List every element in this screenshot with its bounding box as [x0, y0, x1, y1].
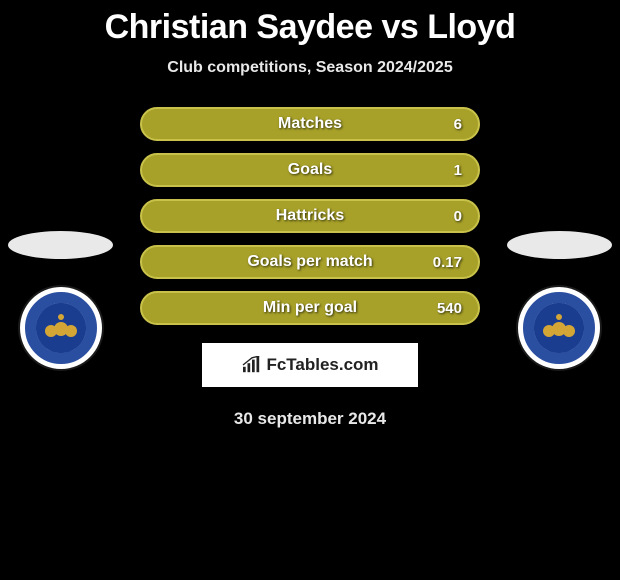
stat-value: 540	[437, 300, 462, 317]
stat-value: 0	[454, 208, 462, 225]
lions-icon	[534, 303, 584, 353]
stat-label: Min per goal	[263, 299, 357, 317]
logo-content: FcTables.com	[241, 355, 378, 375]
content-area: Matches 6 Goals 1 Hattricks 0 Goals per …	[0, 107, 620, 429]
stat-label: Goals	[288, 161, 332, 179]
stat-bar-goals: Goals 1	[140, 153, 480, 187]
stat-bar-goals-per-match: Goals per match 0.17	[140, 245, 480, 279]
bar-chart-icon	[241, 356, 263, 374]
stat-bars-container: Matches 6 Goals 1 Hattricks 0 Goals per …	[140, 107, 480, 325]
logo-box[interactable]: FcTables.com	[202, 343, 418, 387]
date-text: 30 september 2024	[0, 409, 620, 429]
badge-inner-left	[25, 292, 97, 364]
badge-inner-right	[523, 292, 595, 364]
logo-text: FcTables.com	[266, 355, 378, 375]
page-title: Christian Saydee vs Lloyd	[0, 0, 620, 47]
stat-value: 0.17	[433, 254, 462, 271]
club-badge-right	[518, 287, 600, 369]
stat-bar-hattricks: Hattricks 0	[140, 199, 480, 233]
page-subtitle: Club competitions, Season 2024/2025	[0, 59, 620, 77]
club-badge-left	[20, 287, 102, 369]
badge-center-right	[534, 303, 584, 353]
stat-bar-min-per-goal: Min per goal 540	[140, 291, 480, 325]
player-right-oval	[507, 231, 612, 259]
lions-icon	[36, 303, 86, 353]
badge-center-left	[36, 303, 86, 353]
stat-label: Goals per match	[247, 253, 372, 271]
stat-value: 1	[454, 162, 462, 179]
player-left-oval	[8, 231, 113, 259]
stat-value: 6	[454, 116, 462, 133]
stat-bar-matches: Matches 6	[140, 107, 480, 141]
stat-label: Matches	[278, 115, 342, 133]
stat-label: Hattricks	[276, 207, 344, 225]
